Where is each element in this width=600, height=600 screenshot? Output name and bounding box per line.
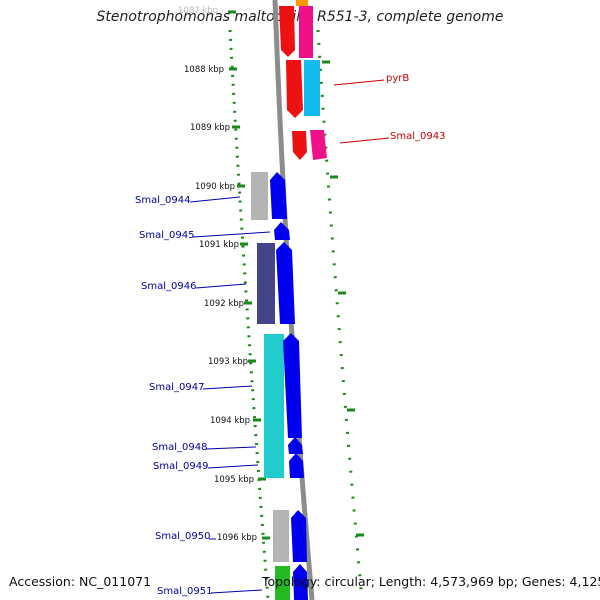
gene-pink-0943 [310,130,327,160]
tick-label-1090: 1090 kbp [195,182,236,192]
gene-teal-0947 [264,334,284,478]
gene-label-smal-0948[interactable]: Smal_0948 [152,442,208,453]
gene-red-0943 [292,131,307,160]
gene-gray-0944 [251,172,268,220]
gene-purple-0946 [257,243,275,324]
gene-red-pyrb [286,60,303,118]
tick-label-1091: 1091 kbp [199,240,240,250]
tick-label-1087: 1087 kbp [178,6,219,16]
tick-label-1096: 1096 kbp [217,533,258,543]
gene-orange [296,0,308,6]
gene-blue-0944 [270,172,287,219]
gene-label-smal-0950[interactable]: Smal_0950 [155,531,211,542]
outer-ring-dotted [316,29,364,600]
gene-cyan-pyrb [304,60,320,116]
gene-blue-0950 [291,510,307,562]
tick-label-1094: 1094 kbp [210,416,251,426]
gene-label-pyrb[interactable]: pyrB [386,73,410,84]
gene-label-smal-0949[interactable]: Smal_0949 [153,461,209,472]
genes-inner [251,172,308,600]
kbp-tick-marks [228,10,270,540]
gene-blue-0949 [289,453,304,478]
outer-ring-ticks [322,60,364,537]
gene-label-smal-0947[interactable]: Smal_0947 [149,382,205,393]
tick-label-1095: 1095 kbp [214,475,255,485]
accession-text: Accession: NC_011071 [9,574,152,589]
genes-forward-outer [279,0,327,160]
gene-label-smal-0944[interactable]: Smal_0944 [135,195,191,206]
gene-label-smal-0946[interactable]: Smal_0946 [141,281,197,292]
tick-label-1089: 1089 kbp [190,123,231,133]
tick-label-1088: 1088 kbp [184,65,225,75]
gene-red-top [279,6,295,57]
gene-blue-0945 [274,222,290,240]
gene-pink-top [299,6,313,58]
genome-summary-text: Topology: circular; Length: 4,573,969 bp… [262,574,600,589]
gene-green-0951 [275,566,290,600]
gene-blue-0947 [283,333,302,438]
gene-blue-0951 [293,564,308,600]
gene-gray-0950 [273,510,289,562]
tick-label-1093: 1093 kbp [208,357,249,367]
tick-label-1092: 1092 kbp [204,299,245,309]
gene-label-smal-0943[interactable]: Smal_0943 [390,131,446,142]
gene-label-smal-0945[interactable]: Smal_0945 [139,230,195,241]
label-leaders [189,79,390,594]
gene-label-smal-0951[interactable]: Smal_0951 [157,586,213,597]
gene-blue-0948 [288,437,303,454]
gene-blue-0946 [276,242,295,324]
